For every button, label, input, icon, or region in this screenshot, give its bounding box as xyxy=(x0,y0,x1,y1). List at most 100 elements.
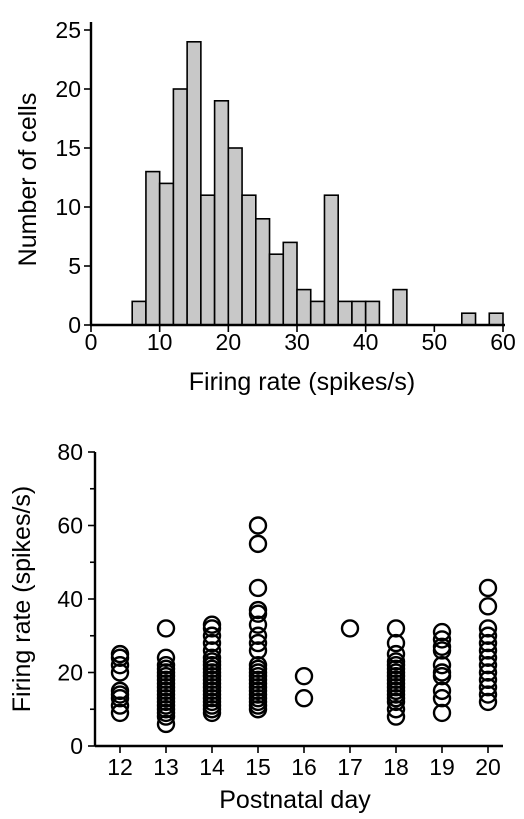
scatter-point xyxy=(248,655,268,675)
scatter-x-tick-label: 16 xyxy=(291,754,317,780)
scatter-point xyxy=(156,619,176,638)
scatter-x-tick-label: 20 xyxy=(475,754,501,780)
scatter-point xyxy=(478,663,498,682)
histogram-bar xyxy=(131,300,147,326)
scatter-point xyxy=(294,666,314,686)
scatter-point xyxy=(478,678,498,697)
histogram-bar xyxy=(364,300,381,326)
scatter-point xyxy=(386,633,406,653)
scatter-point xyxy=(110,644,130,664)
scatter-point xyxy=(248,600,268,620)
scatter-point xyxy=(248,604,268,623)
histogram-bar xyxy=(213,100,230,326)
scatter-point xyxy=(432,663,452,682)
scatter-point xyxy=(110,696,130,715)
scatter-points xyxy=(110,516,498,734)
histogram-bar xyxy=(158,182,175,326)
scatter-point xyxy=(432,622,452,642)
scatter-x-tick-label: 12 xyxy=(107,754,133,780)
scatter-point xyxy=(202,648,222,667)
scatter-point xyxy=(110,655,130,675)
histogram-bar xyxy=(488,312,504,326)
scatter-x-tick-label: 13 xyxy=(153,754,179,780)
histogram-bar xyxy=(255,218,271,326)
scatter-point xyxy=(110,685,130,704)
histogram-bars xyxy=(131,40,504,326)
scatter-point xyxy=(248,633,268,653)
scatter-point xyxy=(248,615,268,634)
scatter-point xyxy=(478,670,498,690)
scatter-point xyxy=(248,578,268,598)
histogram-bar xyxy=(351,300,367,326)
scatter-x-tick-label: 15 xyxy=(245,754,271,780)
scatter-chart: 12 13 14 15 16 17 18 19 20 0 20 40 60 80 Postnatal d… xyxy=(8,439,503,814)
scatter-point xyxy=(202,615,222,634)
histogram-bar xyxy=(186,40,202,326)
scatter-y-ticks: 0 20 40 60 80 xyxy=(57,439,95,759)
histogram-x-tick-label: 0 xyxy=(85,329,98,355)
scatter-point xyxy=(156,714,176,734)
scatter-point xyxy=(248,626,268,645)
scatter-x-axis-label: Postnatal day xyxy=(219,786,371,814)
scatter-y-axis-label: Firing rate (spikes/s) xyxy=(8,486,36,712)
scatter-x-tick-label: 18 xyxy=(383,754,409,780)
scatter-point xyxy=(478,626,498,645)
histogram-bar xyxy=(337,300,353,326)
scatter-point xyxy=(110,703,130,723)
scatter-point xyxy=(110,663,130,682)
histogram-y-tick-label: 15 xyxy=(55,135,81,161)
scatter-y-tick-label: 40 xyxy=(57,586,83,612)
scatter-point xyxy=(294,689,314,708)
histogram-x-tick-label: 60 xyxy=(490,329,516,355)
scatter-point xyxy=(248,641,268,660)
scatter-x-tick-label: 14 xyxy=(199,754,225,780)
histogram-bar xyxy=(268,253,285,326)
scatter-y-tick-label: 20 xyxy=(57,660,83,686)
scatter-point xyxy=(478,655,498,675)
histogram-bar xyxy=(200,194,216,326)
histogram-bar xyxy=(172,88,188,326)
histogram-x-tick-label: 50 xyxy=(422,329,448,355)
scatter-x-tick-label: 17 xyxy=(337,754,363,780)
histogram-x-tick-label: 30 xyxy=(284,329,310,355)
scatter-y-tick-label: 0 xyxy=(70,733,83,759)
histogram-x-ticks: 0 10 20 30 40 50 60 xyxy=(85,325,516,355)
scatter-point xyxy=(478,685,498,704)
scatter-point xyxy=(386,619,406,638)
scatter-point xyxy=(386,652,406,671)
histogram-y-tick-label: 5 xyxy=(68,253,81,279)
histogram-x-tick-label: 40 xyxy=(353,329,379,355)
histogram-x-tick-label: 20 xyxy=(216,329,242,355)
scatter-y-tick-label: 80 xyxy=(57,439,83,465)
histogram-y-tick-label: 10 xyxy=(55,194,81,220)
scatter-point xyxy=(432,681,452,701)
scatter-y-tick-label: 60 xyxy=(57,513,83,539)
scatter-point xyxy=(386,700,406,719)
scatter-point xyxy=(478,641,498,660)
scatter-point xyxy=(340,619,360,638)
histogram-bar xyxy=(241,194,257,326)
scatter-point xyxy=(478,578,498,598)
histogram-y-tick-label: 0 xyxy=(68,312,81,338)
histogram-bar xyxy=(282,241,298,326)
scatter-point xyxy=(478,619,498,638)
histogram-y-ticks: 0 5 10 15 20 25 xyxy=(55,17,91,338)
scatter-point xyxy=(478,597,498,616)
scatter-point xyxy=(110,681,130,701)
histogram-x-tick-label: 10 xyxy=(147,329,173,355)
scatter-point xyxy=(478,633,498,653)
histogram-bar xyxy=(227,147,243,326)
scatter-point xyxy=(386,644,406,664)
histogram-bar xyxy=(309,300,326,326)
scatter-point xyxy=(432,703,452,723)
histogram-bar xyxy=(460,312,477,326)
scatter-point xyxy=(432,637,452,656)
scatter-point xyxy=(156,655,176,675)
scatter-point xyxy=(156,648,176,667)
scatter-point xyxy=(386,707,406,726)
histogram-y-tick-label: 20 xyxy=(55,76,81,102)
scatter-point xyxy=(202,641,222,660)
histogram-y-tick-label: 25 xyxy=(55,17,81,43)
histogram-bar xyxy=(323,194,340,326)
